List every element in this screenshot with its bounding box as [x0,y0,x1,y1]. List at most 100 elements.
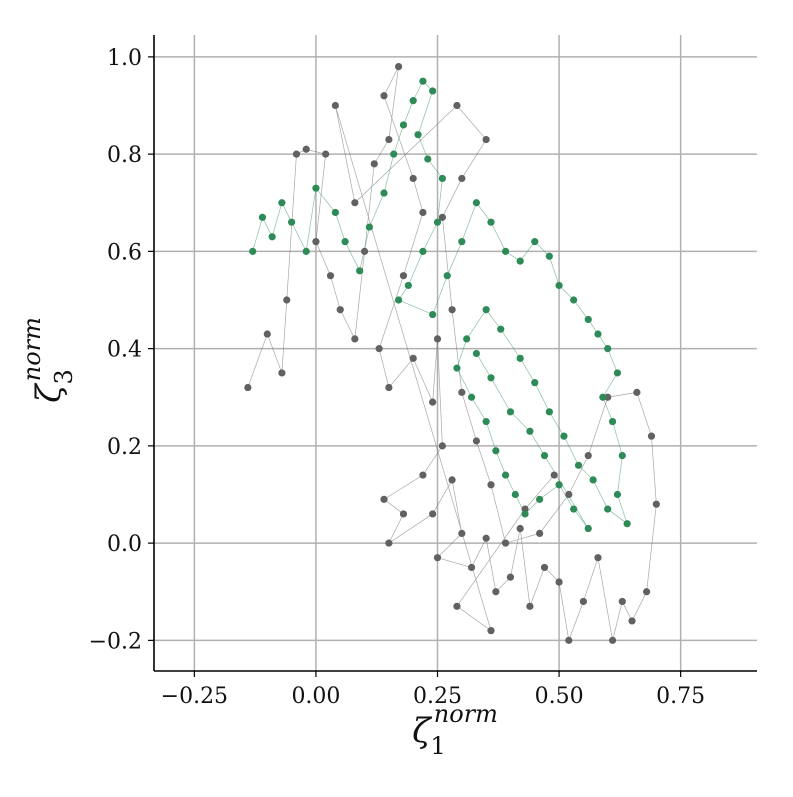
x-tick-label: 0.00 [291,684,340,709]
point [589,476,597,484]
point [482,417,490,426]
y-tick-label: 1.0 [107,46,142,71]
point [652,500,660,508]
point [492,447,500,455]
point [249,247,257,255]
point [501,247,510,255]
point [594,330,602,338]
point [482,135,490,144]
point [433,335,442,343]
point [409,354,417,362]
point [399,510,408,518]
point [492,588,500,596]
point [283,296,291,304]
x-tick-label: 0.75 [656,684,705,709]
point [584,451,592,460]
point [370,160,378,168]
point [302,247,310,255]
point [521,510,529,518]
point [633,388,641,396]
point [424,155,432,163]
point [390,150,398,158]
x-axis-label: ζ1 norm [412,700,498,760]
point [458,529,466,537]
y-tick-label: 0.0 [107,532,142,557]
point [531,379,539,387]
y-label-sup: norm [18,317,46,381]
x-label-symbol: ζ [412,711,433,751]
point [584,524,592,533]
point [258,213,267,221]
point [472,199,481,207]
point [414,131,422,139]
point [351,199,359,207]
point [385,135,393,144]
point [482,534,490,542]
point [579,597,587,606]
point [497,325,505,333]
point [613,369,622,377]
x-tick-label: −0.25 [161,684,228,709]
point [360,247,369,255]
point [487,374,495,382]
point [516,354,524,362]
point [545,252,553,260]
point [501,539,510,547]
point [482,306,490,314]
point [540,563,549,572]
point [555,578,563,586]
point [540,451,549,460]
point [618,451,626,460]
point [463,335,471,343]
point [322,150,330,158]
point [487,627,495,635]
point [526,602,534,610]
point [565,636,573,644]
point [331,101,339,110]
point [438,442,446,450]
point [380,495,388,503]
point [326,272,335,280]
point [628,617,636,625]
x-tick-label: 0.50 [535,684,584,709]
y-axis-label-group: ζ3 norm [18,317,78,403]
point [263,330,271,338]
y-label-sub: 3 [50,369,78,384]
point [570,505,578,513]
point [278,199,286,207]
point [487,218,495,226]
grid [154,35,757,671]
point [623,520,631,528]
point [594,554,602,562]
y-tick-label: 0.2 [107,435,142,460]
point [608,636,617,644]
point [429,398,437,406]
point [574,461,583,469]
point [536,495,544,503]
point [268,233,276,241]
point [380,189,388,197]
point [472,437,481,445]
point [244,383,252,392]
point [419,471,427,479]
point [599,393,607,401]
point [506,573,515,581]
point [584,315,592,324]
point [647,432,656,440]
point [302,145,310,153]
y-tick-label: −0.2 [89,629,142,654]
y-tick-label: 0.4 [107,338,142,363]
point [312,238,320,246]
point [501,471,510,479]
point [555,481,563,489]
point [278,369,286,377]
point [331,208,339,217]
point [395,63,403,71]
point [385,383,393,392]
point [399,272,408,280]
y-tick-label: 0.6 [107,240,142,265]
point [404,281,412,290]
point [545,408,553,416]
point [336,306,344,314]
